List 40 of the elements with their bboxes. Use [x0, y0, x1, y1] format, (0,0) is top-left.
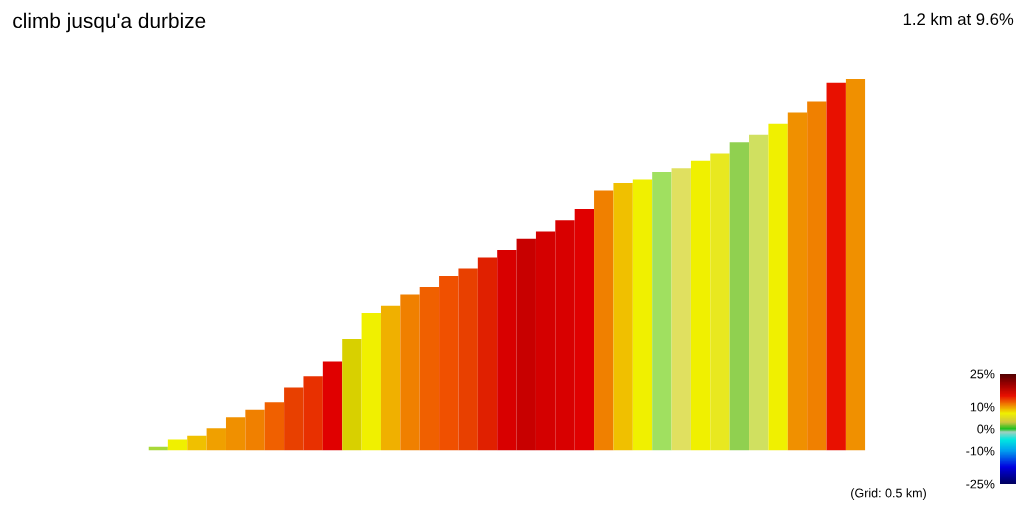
bar — [594, 190, 614, 451]
bar — [245, 409, 265, 451]
color-bar-label: 25% — [970, 369, 995, 379]
bar — [497, 249, 517, 451]
bar — [826, 82, 846, 451]
bar — [400, 294, 420, 451]
bar — [613, 183, 633, 451]
bar — [187, 435, 207, 451]
bar — [303, 376, 323, 451]
bar — [342, 339, 362, 451]
bar — [458, 268, 478, 451]
bar — [419, 287, 440, 451]
color-bar-label: 10% — [970, 402, 995, 412]
bar — [361, 313, 381, 451]
bar — [749, 134, 769, 451]
text: (Grid: 0.5 km) — [851, 488, 926, 500]
chart-title: climb jusqu'a durbize — [13, 12, 206, 33]
bar — [284, 387, 304, 451]
bar — [845, 79, 866, 451]
bar — [477, 257, 498, 451]
bar — [322, 361, 343, 451]
color-bar-label: -25% — [966, 479, 995, 489]
bar — [671, 168, 691, 451]
color-bar-label: 0% — [977, 424, 995, 434]
bar — [380, 305, 401, 451]
bar — [439, 275, 459, 451]
bar — [690, 160, 711, 451]
bar — [167, 439, 188, 451]
bar — [264, 402, 285, 451]
bar — [632, 179, 653, 451]
bar — [206, 428, 226, 451]
bar — [710, 153, 730, 451]
bar — [787, 112, 808, 451]
bar — [729, 142, 750, 451]
bar — [768, 123, 788, 451]
text: 1.2 km at 9.6% — [903, 12, 1014, 26]
color-bar-label: -10% — [966, 446, 995, 456]
bar — [652, 171, 672, 451]
bar — [807, 101, 827, 451]
bar — [225, 417, 246, 451]
